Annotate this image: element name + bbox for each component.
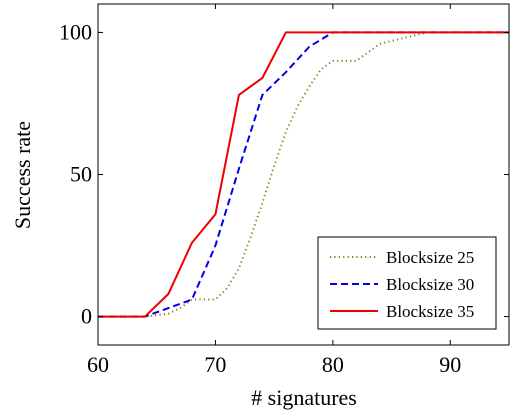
legend-label-1: Blocksize 25 bbox=[386, 248, 474, 267]
series-line-2 bbox=[98, 31, 509, 318]
legend: Blocksize 25 Blocksize 30 Blocksize 35 bbox=[317, 236, 497, 330]
series-line-3 bbox=[98, 31, 509, 318]
y-tick-label: 50 bbox=[70, 162, 92, 187]
y-tick-label: 100 bbox=[59, 19, 92, 44]
x-tick-label: 80 bbox=[322, 352, 344, 377]
legend-label-2: Blocksize 30 bbox=[386, 275, 474, 294]
x-axis-ticks: 60 70 80 90 bbox=[87, 4, 461, 377]
y-axis-label: Success rate bbox=[10, 121, 35, 229]
y-tick-label: 0 bbox=[81, 304, 92, 329]
x-tick-label: 60 bbox=[87, 352, 109, 377]
x-tick-label: 70 bbox=[204, 352, 226, 377]
x-tick-label: 90 bbox=[439, 352, 461, 377]
x-axis-label: # signatures bbox=[251, 385, 357, 410]
legend-label-3: Blocksize 35 bbox=[386, 302, 474, 321]
y-axis-ticks: 0 50 100 bbox=[59, 19, 509, 329]
